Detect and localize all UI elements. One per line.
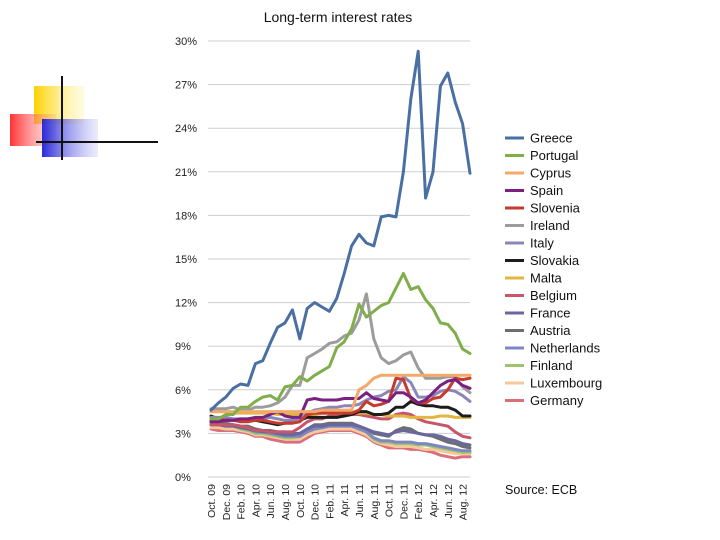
y-tick-label: 3% [175, 428, 191, 440]
blue-square [42, 119, 98, 157]
legend-label: Spain [530, 183, 563, 198]
x-tick-label: Apr. 12 [428, 484, 440, 517]
legend-label: Ireland [530, 218, 570, 233]
y-tick-label: 12% [175, 298, 197, 310]
y-tick-label: 24% [175, 123, 197, 135]
y-tick-label: 15% [175, 254, 197, 266]
legend-label: Italy [530, 236, 554, 251]
y-tick-label: 9% [175, 341, 191, 353]
legend-label: Cyprus [530, 166, 572, 181]
series-line-cyprus [209, 373, 472, 414]
legend-label: Germany [530, 393, 584, 408]
legend-label: Austria [530, 323, 571, 338]
source-note: Source: ECB [505, 483, 577, 497]
x-tick-label: Aug. 12 [458, 484, 470, 520]
y-tick-label: 0% [175, 472, 191, 484]
legend-label: Finland [530, 358, 573, 373]
x-tick-label: Apr. 11 [339, 484, 351, 517]
x-tick-label: Aug. 10 [280, 484, 292, 520]
x-tick-label: Apr. 10 [250, 484, 262, 517]
y-axis-ticks: 0% 3% 6% 9% 12% 15% 18% 21% 24% 27% 30% [175, 36, 197, 484]
x-tick-label: Oct. 11 [384, 484, 396, 517]
legend-label: Greece [530, 131, 573, 146]
x-axis-ticks: Oct. 09 Dec. 09 Feb. 10 Apr. 10 Jun. 10 Aug. … [206, 484, 470, 520]
series-line-slovenia [209, 376, 472, 425]
y-tick-label: 18% [175, 210, 197, 222]
x-tick-label: Oct. 09 [206, 484, 218, 518]
y-tick-label: 21% [175, 167, 197, 179]
x-tick-label: Oct. 10 [295, 484, 307, 518]
series-line-portugal [209, 272, 472, 421]
legend-label: Netherlands [530, 341, 601, 356]
x-tick-label: Jun. 10 [265, 484, 277, 519]
x-tick-label: Dec. 10 [310, 484, 322, 520]
legend-label: Luxembourg [530, 376, 602, 391]
series-line-ireland [209, 292, 472, 412]
x-tick-label: Feb. 10 [236, 484, 248, 520]
legend-label: Slovenia [530, 201, 581, 216]
x-tick-label: Feb. 11 [324, 484, 336, 519]
series-lines [209, 49, 472, 460]
chart-title: Long-term interest rates [264, 9, 413, 25]
x-tick-label: Feb. 12 [413, 484, 425, 520]
legend-label: Slovakia [530, 253, 580, 268]
legend: Greece Portugal Cyprus Spain Slovenia Ireland… [505, 131, 602, 408]
x-tick-label: Dec. 11 [398, 484, 410, 520]
legend-label: France [530, 306, 570, 321]
x-tick-label: Aug. 11 [369, 484, 381, 520]
y-tick-label: 27% [175, 80, 197, 92]
x-tick-label: Jun. 12 [443, 484, 455, 519]
legend-label: Malta [530, 271, 563, 286]
x-tick-label: Jun. 11 [354, 484, 366, 518]
series-line-spain [209, 378, 472, 424]
y-tick-label: 30% [175, 36, 197, 48]
decorative-squares-graphic [10, 76, 158, 160]
y-tick-label: 6% [175, 385, 191, 397]
x-tick-label: Dec. 09 [221, 484, 233, 520]
legend-label: Portugal [530, 148, 579, 163]
series-line-greece [209, 49, 472, 412]
legend-label: Belgium [530, 288, 577, 303]
